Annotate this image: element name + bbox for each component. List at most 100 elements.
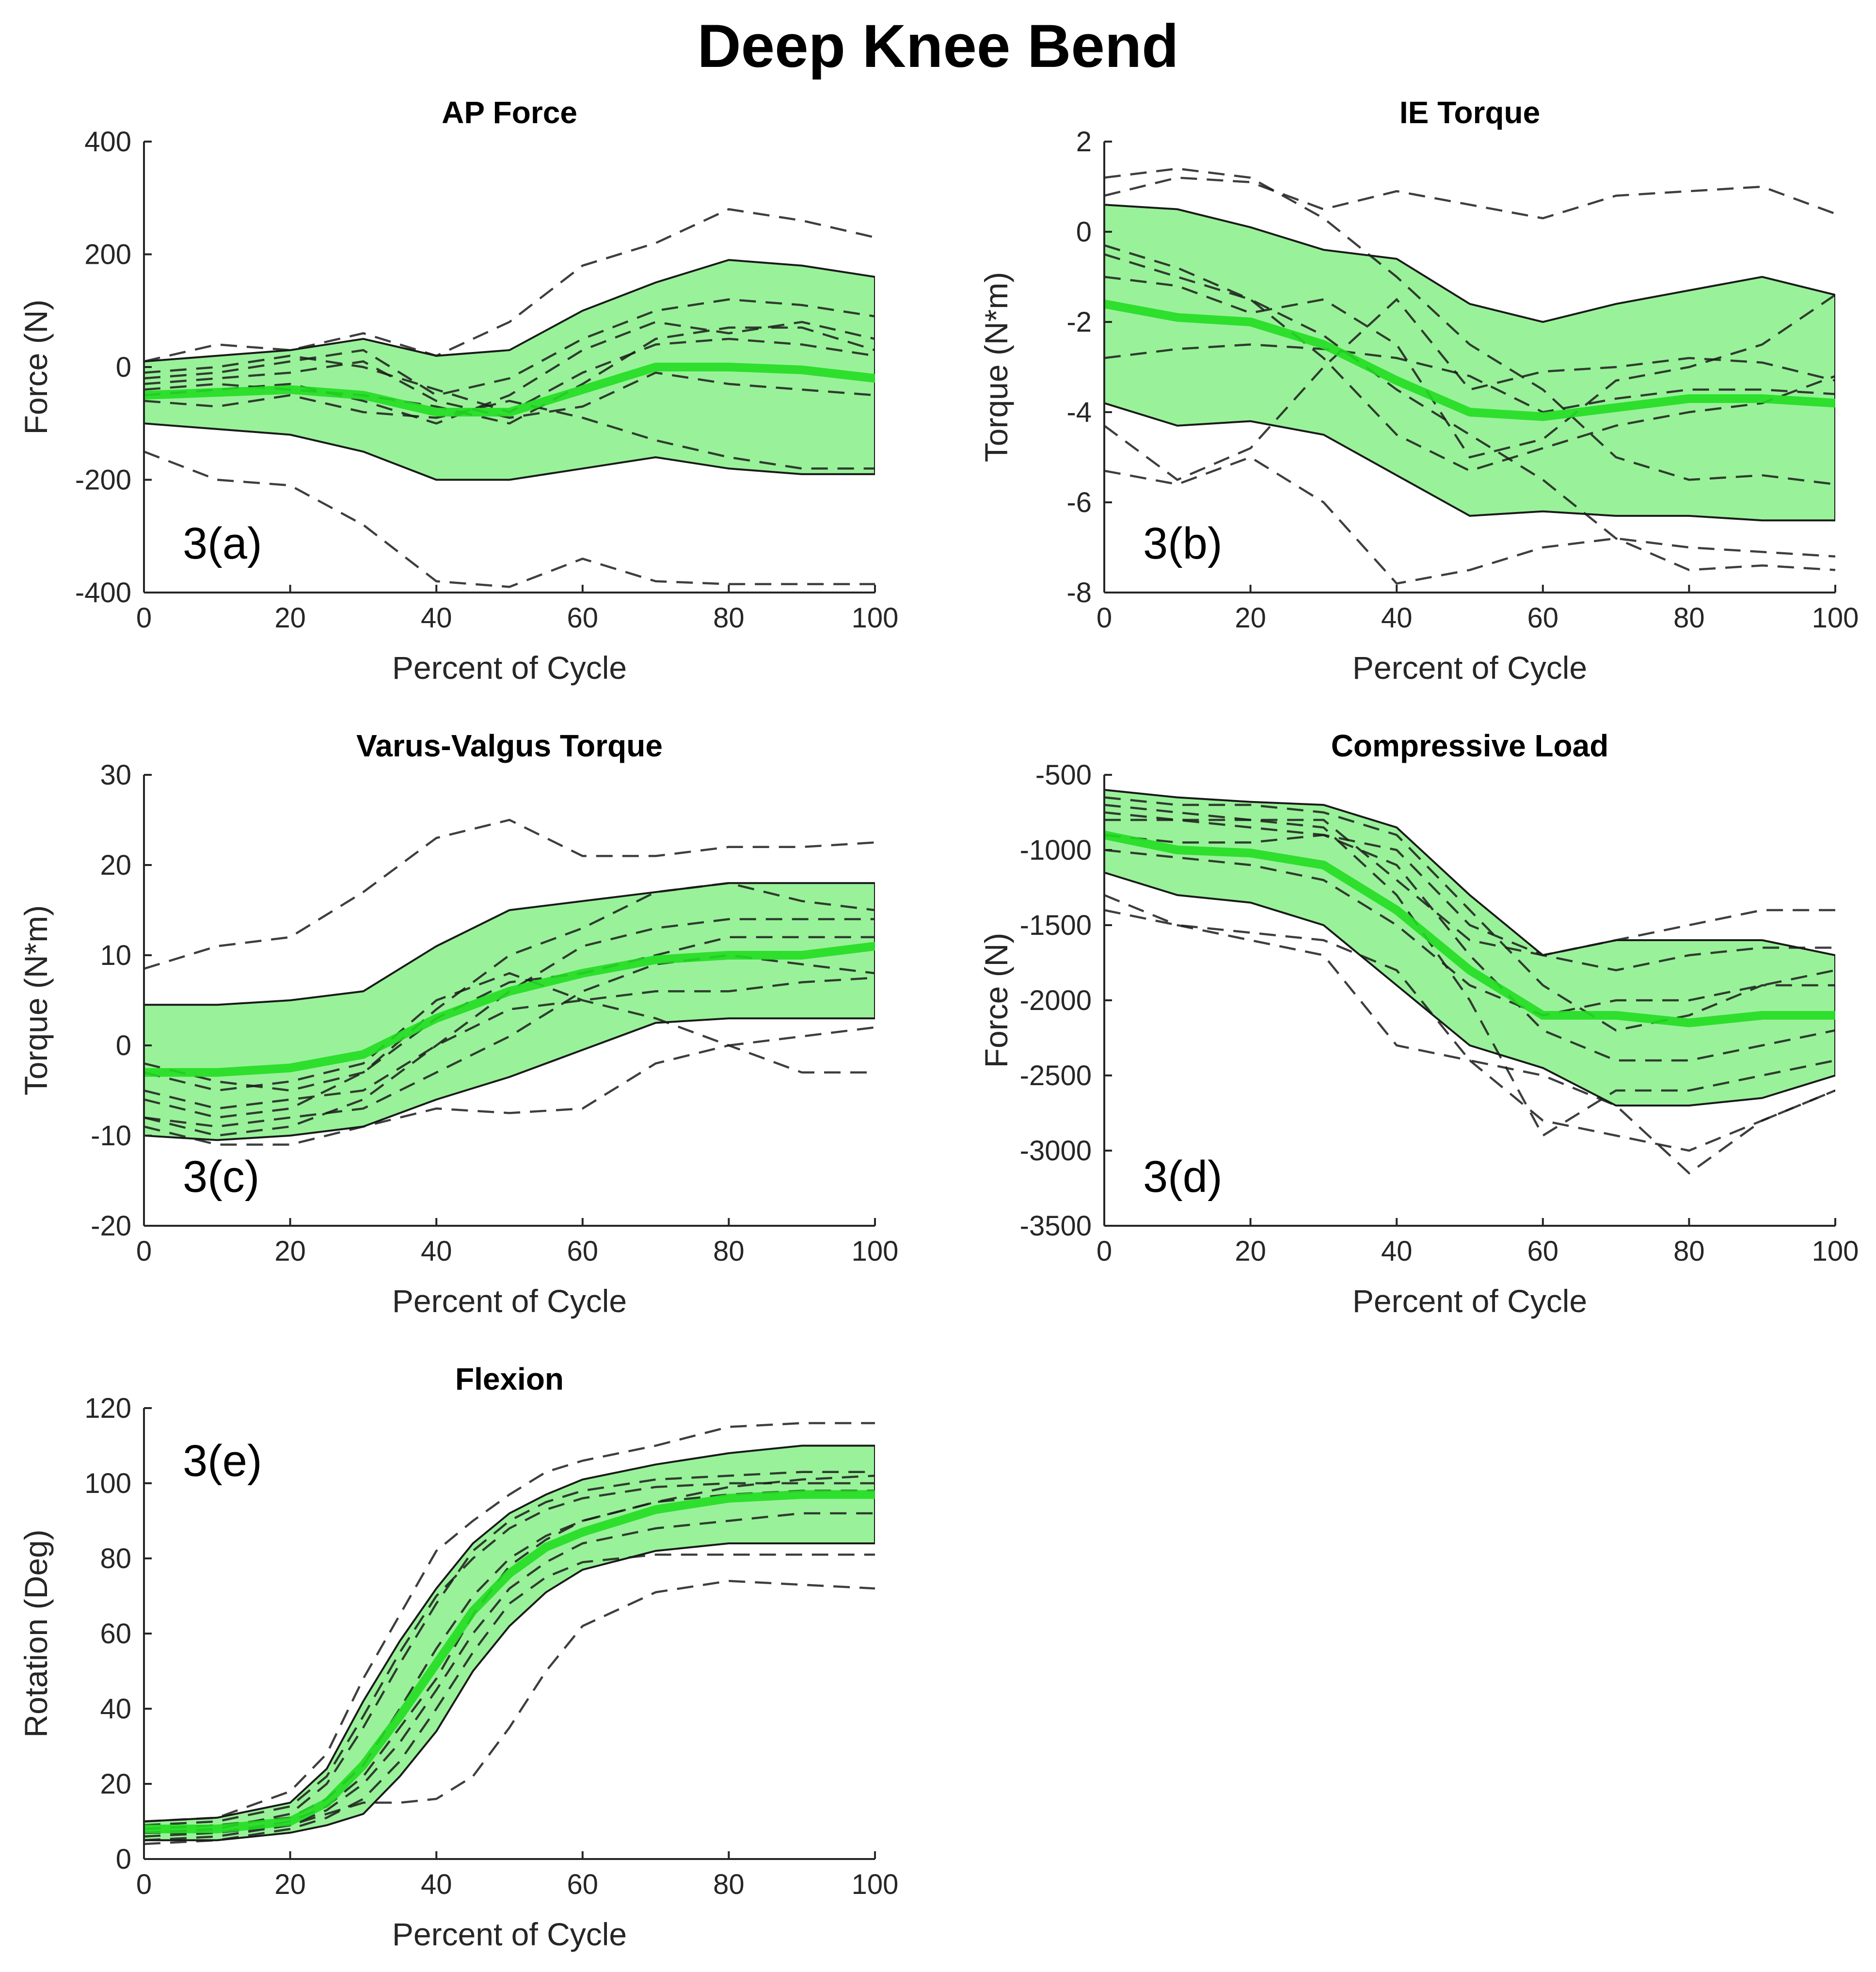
trial-line-5 [144,1512,875,1838]
trial-line-7 [1104,811,1835,972]
x-tick-label: 100 [1812,1235,1859,1267]
y-tick-label: 0 [1076,216,1092,248]
y-tick-label: -2 [1066,306,1092,338]
x-tick-label: 100 [1812,602,1859,634]
plot-area [144,818,875,1146]
trial-line-1 [144,450,875,588]
panel-title: Flexion [455,1362,564,1396]
trial-line-4 [1104,818,1835,957]
y-tick-label: -500 [1035,759,1092,791]
trial-line-1 [1104,167,1835,486]
y-tick-label: -200 [75,465,131,496]
trial-line-3 [144,298,875,397]
panel-b: 0 20 40 60 80 100 -8 -6 -4 -2 0 2 IE Torque Percent o… [978,95,1859,686]
x-tick-label: 80 [713,1869,745,1900]
trial-line-5 [144,1044,875,1146]
x-tick-label: 80 [713,1235,745,1267]
x-tick-label: 40 [1381,602,1413,634]
y-tick-label: 2 [1076,126,1092,158]
mean-line [144,1490,875,1833]
std-band [1104,204,1835,522]
x-tick-label: 0 [136,1235,152,1267]
trial-line-2 [1104,176,1835,220]
x-tick-label: 40 [421,1235,452,1267]
x-axis-label: Percent of Cycle [392,1283,627,1319]
mean-line [144,942,875,1077]
trial-line-8 [144,326,875,425]
panel-label: 3(d) [1143,1152,1223,1202]
trial-line-1 [144,818,875,970]
trial-line-5 [1104,796,1835,1032]
x-tick-label: 80 [713,602,745,634]
trial-line-6 [144,977,875,1110]
x-tick-label: 20 [1235,1235,1266,1267]
x-tick-label: 60 [1527,602,1559,634]
y-tick-label: 60 [100,1618,131,1650]
y-tick-label: -8 [1066,577,1092,609]
y-axis-label: Rotation (Deg) [18,1529,54,1737]
trial-line-2 [144,1580,875,1842]
y-tick-label: -3000 [1020,1135,1092,1167]
y-tick-label: 30 [100,759,131,791]
plot-area [1104,788,1835,1175]
x-tick-label: 40 [421,602,452,634]
x-tick-label: 60 [567,1869,599,1900]
x-tick-label: 100 [852,1235,899,1267]
x-tick-label: 0 [136,1869,152,1900]
x-axis-label: Percent of Cycle [1352,1283,1587,1319]
trial-line-6 [1104,343,1835,414]
x-tick-label: 20 [1235,602,1266,634]
std-band [144,1444,875,1842]
panel-label: 3(c) [183,1152,259,1202]
std-band [144,259,875,481]
trial-line-8 [1104,849,1835,1017]
y-tick-label: 10 [100,940,131,971]
panel-a: 0 20 40 60 80 100 -400 -200 0 200 400 AP Force Perce… [18,95,898,686]
y-axis-label: Force (N) [18,300,54,435]
mean-line [1104,831,1835,1027]
y-tick-label: -1000 [1020,834,1092,866]
x-tick-label: 100 [852,602,899,634]
x-tick-label: 40 [1381,1235,1413,1267]
trial-line-3 [1104,253,1835,571]
y-tick-label: 0 [116,352,131,383]
y-tick-label: -6 [1066,487,1092,518]
y-tick-label: 40 [100,1693,131,1725]
mean-line [144,363,875,417]
y-tick-label: 20 [100,850,131,881]
trial-line-2 [144,882,875,1092]
panel-title: Compressive Load [1331,728,1609,763]
y-tick-label: -2500 [1020,1060,1092,1091]
x-tick-label: 20 [274,602,306,634]
y-tick-label: 20 [100,1768,131,1800]
panel-title: IE Torque [1399,95,1540,130]
y-tick-label: -400 [75,577,131,609]
std-band [144,882,875,1141]
panel-c: 0 20 40 60 80 100 -20 -10 0 10 20 30 Varus-Valgus To… [18,728,898,1319]
x-axis-label: Percent of Cycle [392,1916,627,1952]
x-tick-label: 20 [274,1235,306,1267]
trial-line-7 [144,972,875,1092]
trial-line-6 [144,1554,875,1845]
y-tick-label: 0 [116,1030,131,1061]
x-tick-label: 100 [852,1869,899,1900]
x-axis-label: Percent of Cycle [392,650,627,686]
trial-line-3 [144,1471,875,1834]
y-tick-label: -10 [91,1120,131,1152]
mean-line [1104,299,1835,421]
trial-line-6 [1104,834,1835,1062]
x-tick-label: 60 [567,1235,599,1267]
trial-line-2 [1104,803,1835,1138]
std-band [1104,788,1835,1106]
x-tick-label: 60 [1527,1235,1559,1267]
panel-label: 3(e) [183,1436,262,1486]
trial-line-5 [144,360,875,419]
panel-label: 3(b) [1143,519,1223,568]
y-tick-label: -2000 [1020,985,1092,1016]
trial-line-1 [1104,894,1835,1152]
trial-line-4 [144,321,875,425]
trial-line-5 [1104,456,1835,585]
x-axis-label: Percent of Cycle [1352,650,1587,686]
